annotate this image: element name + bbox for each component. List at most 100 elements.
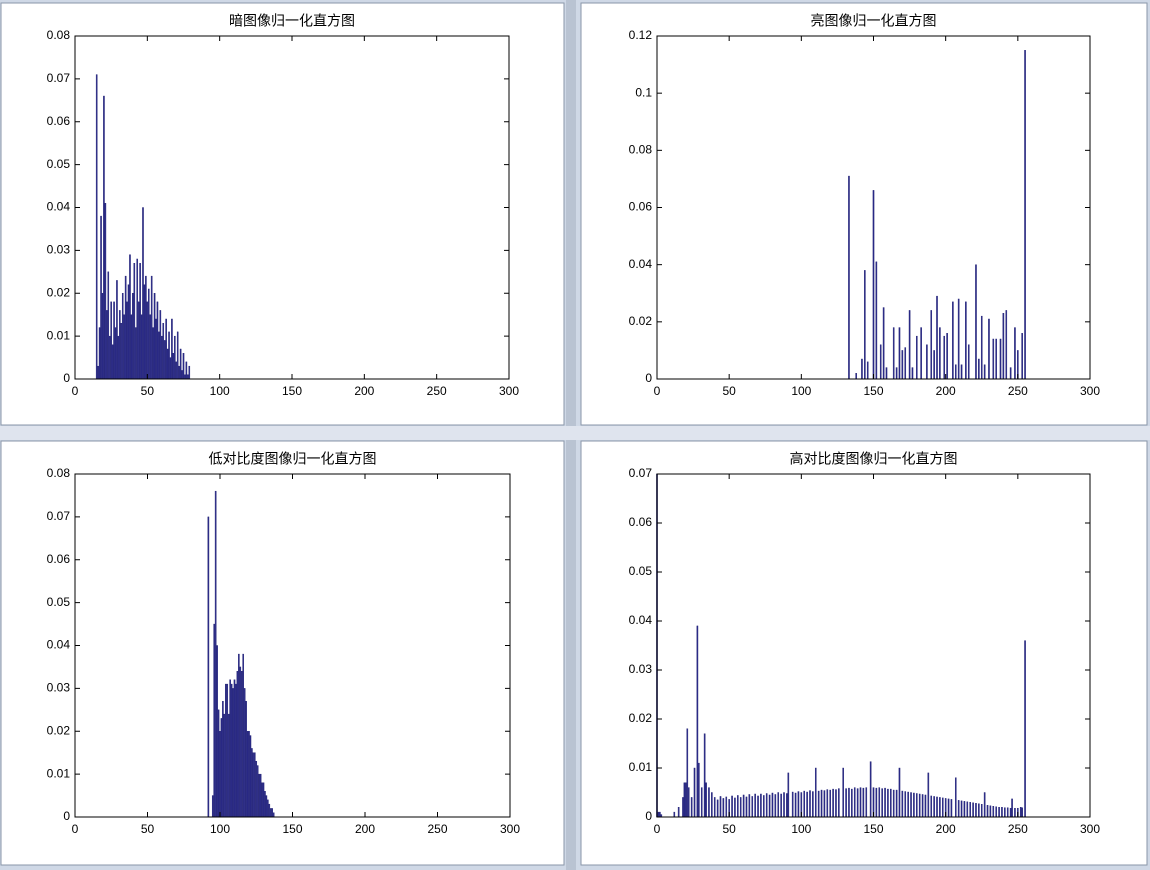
bar [939,327,941,380]
bar [943,335,946,380]
bar [1006,807,1009,818]
bar [229,679,231,818]
bar [995,338,997,380]
bar [865,787,868,818]
x-tick-label: 150 [282,384,302,398]
bar [113,301,115,380]
bar [161,335,163,380]
bar [881,788,883,818]
y-tick-label: 0.06 [47,114,71,128]
bar [786,793,788,818]
bar [913,792,915,818]
x-tick-label: 100 [791,384,811,398]
bar [887,788,889,818]
bar [960,364,963,380]
bar [812,791,814,818]
bar [673,811,676,818]
bar [227,713,230,818]
bar [677,807,680,818]
y-tick-label: 0.08 [47,28,71,42]
x-tick-label: 0 [72,384,79,398]
bar [862,787,865,818]
bar [165,318,167,380]
y-tick-label: 0.03 [47,681,71,695]
bar [737,795,739,818]
bar [1009,807,1012,818]
bar [108,335,111,380]
bar [980,804,983,818]
bar [700,787,703,818]
x-tick-label: 200 [936,822,956,836]
bar [838,788,840,818]
bar [975,803,977,818]
bar [1005,310,1008,380]
bar [890,788,892,818]
bar [946,333,948,380]
bar [240,671,243,818]
bar [698,762,700,818]
bar [978,358,980,380]
x-tick-label: 50 [141,822,155,836]
bar [133,263,136,380]
y-tick-label: 0.02 [629,314,653,328]
bar [936,295,938,380]
bar [267,799,269,818]
bar [174,335,176,380]
bar [1024,50,1026,380]
y-tick-label: 0 [63,371,70,385]
bar [848,175,850,380]
bar [895,789,898,818]
x-tick-label: 100 [210,384,230,398]
x-tick-label: 100 [210,822,230,836]
bar [882,307,885,380]
bar [146,301,149,380]
bar [139,263,141,380]
chart-title: 高对比度图像归一化直方图 [790,451,958,467]
bar [103,95,105,380]
bar [725,796,728,818]
bar [693,767,696,818]
bar [119,310,121,380]
bar [121,293,124,380]
x-tick-label: 250 [427,384,447,398]
bar [132,293,134,380]
bar [975,264,977,380]
bar [696,625,699,818]
bar [683,782,686,818]
bar [265,795,268,818]
bar [1004,807,1006,818]
bar [142,207,144,380]
bar [872,190,875,380]
x-tick-label: 300 [1080,384,1100,398]
bar [731,795,733,818]
bar [239,666,242,818]
bar [856,788,859,818]
bar [794,792,797,818]
bar [184,374,186,380]
bar [207,516,210,818]
y-tick-label: 0.02 [629,711,653,725]
bar [947,798,950,818]
bar [992,806,995,818]
window-gap [0,426,1150,440]
bar [271,808,273,818]
x-tick-label: 300 [1080,822,1100,836]
bar [703,733,706,818]
bar [254,752,256,818]
bar [722,798,725,818]
bar [855,373,857,380]
bar [179,348,182,380]
bar [988,318,990,380]
bar [719,796,722,818]
bar [226,683,229,818]
figure-window [580,2,1148,426]
bar [155,318,157,380]
bar [845,788,847,818]
bar [910,792,912,818]
bar [255,761,258,818]
y-tick-label: 0.07 [47,509,71,523]
bar [967,344,970,380]
bar [243,688,246,818]
bar [156,301,159,380]
